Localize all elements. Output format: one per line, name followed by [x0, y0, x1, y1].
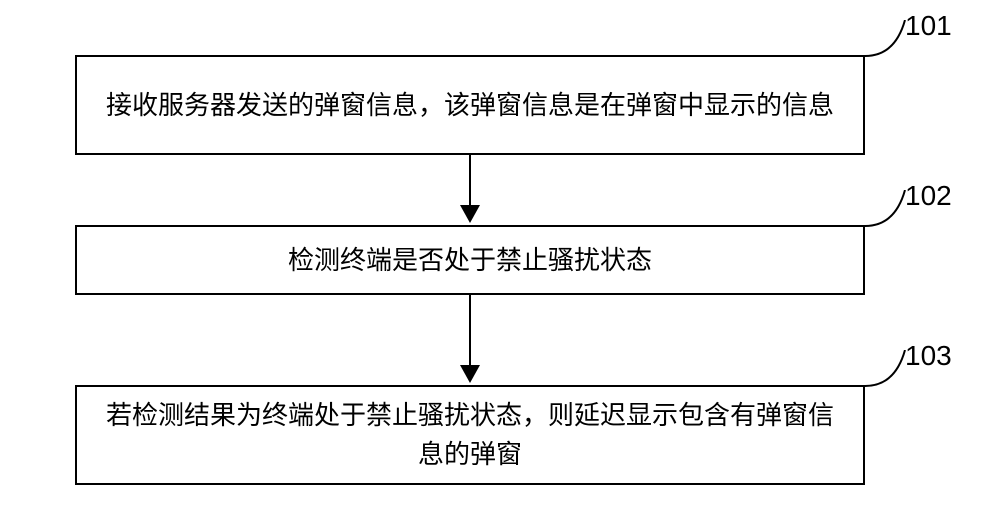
flowchart-container: 接收服务器发送的弹窗信息，该弹窗信息是在弹窗中显示的信息 101 检测终端是否处…: [0, 0, 1000, 522]
node-label-1: 101: [905, 10, 952, 42]
flow-node-2: 检测终端是否处于禁止骚扰状态: [75, 225, 865, 295]
node-label-2: 102: [905, 180, 952, 212]
flow-node-3: 若检测结果为终端处于禁止骚扰状态，则延迟显示包含有弹窗信息的弹窗: [75, 385, 865, 485]
node-text: 若检测结果为终端处于禁止骚扰状态，则延迟显示包含有弹窗信息的弹窗: [97, 396, 843, 474]
node-text: 检测终端是否处于禁止骚扰状态: [288, 241, 652, 280]
flow-node-1: 接收服务器发送的弹窗信息，该弹窗信息是在弹窗中显示的信息: [75, 55, 865, 155]
node-text: 接收服务器发送的弹窗信息，该弹窗信息是在弹窗中显示的信息: [106, 86, 834, 125]
node-label-3: 103: [905, 340, 952, 372]
